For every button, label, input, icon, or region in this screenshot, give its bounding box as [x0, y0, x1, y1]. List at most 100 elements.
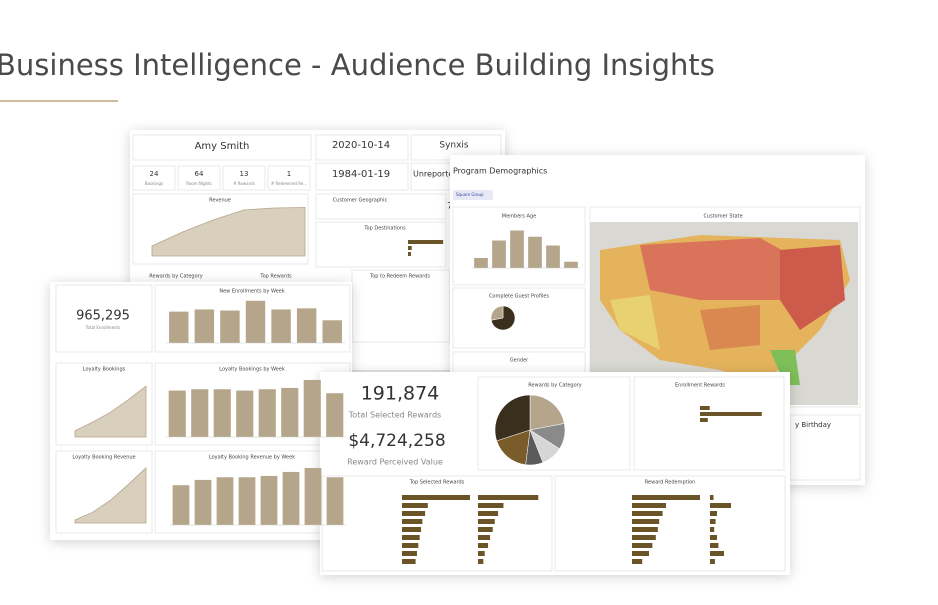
panel-title: Loyalty Bookings by Week	[219, 367, 285, 373]
kpi-value: 965,295	[76, 309, 130, 324]
bar	[213, 389, 231, 437]
panel-title: Loyalty Bookings	[83, 367, 126, 373]
bar	[710, 551, 724, 556]
bar	[632, 527, 658, 532]
bar	[303, 379, 321, 437]
panel-title: New Enrollments by Week	[219, 289, 284, 295]
bar	[402, 495, 470, 500]
bar	[710, 559, 715, 564]
bar	[492, 240, 506, 268]
bar	[710, 527, 715, 532]
bar	[710, 519, 716, 524]
bar	[632, 519, 660, 524]
bar	[402, 511, 426, 516]
kpi-label: Total Enrollments	[85, 325, 120, 330]
bar	[710, 495, 714, 500]
bar	[326, 477, 344, 525]
bar	[402, 527, 422, 532]
bar	[710, 535, 717, 540]
pie-slice	[490, 305, 504, 321]
panel-title: Enrollment Rewards	[675, 383, 725, 389]
page-title: Business Intelligence - Audience Buildin…	[0, 48, 715, 82]
bar	[528, 236, 542, 268]
bar	[510, 230, 524, 268]
bar	[304, 467, 322, 525]
panel-title: Top Selected Rewards	[409, 480, 465, 486]
panel-title: Top Destinations	[363, 226, 406, 232]
bar	[632, 511, 663, 516]
panel-title: Gender	[510, 358, 529, 364]
bar	[258, 389, 276, 437]
kpi-label: Total Selected Rewards	[348, 411, 441, 420]
name: Amy Smith	[195, 141, 250, 152]
bar	[710, 543, 719, 548]
heading: Program Demographics	[453, 167, 547, 176]
stat-box	[222, 165, 266, 191]
area	[74, 385, 147, 438]
bar	[220, 310, 240, 343]
bar	[169, 311, 189, 343]
panel-title: y Birthday	[795, 421, 831, 429]
bar	[236, 390, 254, 437]
bar	[700, 418, 708, 422]
rewards-card: 191,874 Total Selected Rewards $4,724,25…	[320, 372, 790, 575]
bar	[478, 559, 484, 564]
bar	[710, 503, 731, 508]
bar	[402, 559, 416, 564]
bar	[296, 308, 317, 343]
bar	[478, 495, 539, 500]
bar	[326, 393, 344, 437]
stat-value: 64	[195, 170, 204, 178]
bar	[402, 551, 417, 556]
stat-value: 13	[240, 170, 249, 178]
bar	[700, 412, 762, 416]
pie-slice	[529, 394, 565, 431]
bar	[191, 389, 209, 437]
bar	[478, 519, 495, 524]
kpi-value: $4,724,258	[348, 431, 445, 451]
bar	[632, 535, 656, 540]
bar	[194, 479, 212, 525]
gender: Unreported	[413, 170, 458, 179]
bar	[402, 503, 428, 508]
bar	[478, 503, 504, 508]
bar	[478, 551, 485, 556]
panel-title: Members Age	[502, 214, 536, 220]
stat-box	[267, 165, 311, 191]
bar	[408, 240, 444, 244]
bar	[478, 543, 489, 548]
bar	[172, 485, 190, 525]
stat-box	[177, 165, 221, 191]
bar	[402, 543, 419, 548]
bar	[168, 390, 186, 437]
panel-title: Complete Guest Profiles	[489, 294, 550, 300]
bar	[546, 245, 560, 268]
stat-value: 24	[150, 170, 159, 178]
bar	[245, 300, 266, 343]
pie-slice	[496, 429, 531, 466]
stat-label: # Rewards	[233, 181, 255, 186]
bar	[632, 551, 649, 556]
bar	[282, 471, 300, 525]
panel-title: Customer Geographic	[333, 198, 388, 204]
stat-label: Room Nights	[186, 181, 212, 186]
bar	[408, 252, 411, 256]
bar	[194, 309, 215, 343]
member-since: 2020-10-14	[332, 140, 390, 151]
filter-chip[interactable]: Square Group	[456, 192, 484, 197]
bar	[710, 511, 717, 516]
panel-title: Customer State	[703, 214, 742, 220]
bar	[632, 495, 700, 500]
bar	[281, 387, 299, 437]
bar	[322, 320, 342, 343]
kpi-label: Reward Perceived Value	[347, 458, 443, 467]
area	[74, 466, 147, 524]
stat-label: # Redeemed Re...	[271, 181, 307, 186]
bar	[632, 503, 666, 508]
bar	[478, 511, 499, 516]
birth-date: 1984-01-19	[332, 169, 390, 180]
area	[151, 207, 306, 257]
source: Synxis	[439, 141, 469, 151]
panel-title: Rewards by Category	[149, 274, 202, 280]
